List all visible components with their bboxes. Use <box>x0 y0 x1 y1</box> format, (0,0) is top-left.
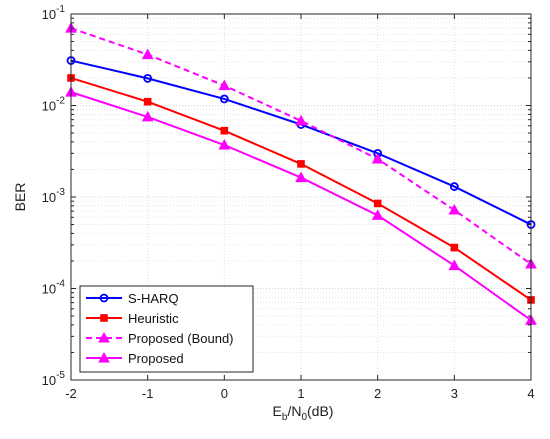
data-point-marker <box>218 138 231 150</box>
series-s-harq <box>66 56 536 229</box>
data-point-marker <box>141 110 154 122</box>
y-tick-label: 10-3 <box>42 187 66 205</box>
data-point-marker <box>448 259 461 271</box>
data-point-marker <box>297 160 305 168</box>
legend-label: Proposed <box>128 351 184 366</box>
axis-ticks: -2 -1 0 1 2 3 410-510-410-310-210-1 <box>42 4 535 401</box>
y-tick-base: 10 <box>42 190 56 205</box>
x-axis-title-sub1: b <box>282 412 288 423</box>
y-tick-label: 10-2 <box>42 96 66 114</box>
legend-swatch-marker <box>99 293 109 303</box>
data-point-marker <box>143 97 152 106</box>
y-tick-exponent: -3 <box>56 187 65 198</box>
data-point-marker <box>220 126 229 135</box>
x-tick-label: 4 <box>527 386 534 401</box>
legend-entry: S-HARQ <box>86 291 179 306</box>
legend-entry: Proposed (Bound) <box>86 331 234 346</box>
x-tick-label: 2 <box>374 386 381 401</box>
data-point-marker <box>371 209 384 220</box>
x-tick-label: 3 <box>451 386 458 401</box>
legend-entry: Proposed <box>86 351 184 366</box>
legend-entry: Heuristic <box>86 311 179 326</box>
x-tick-label: -1 <box>142 386 154 401</box>
legend: S-HARQ Heuristic Proposed (Bound) Proposed <box>79 285 254 373</box>
y-tick-base: 10 <box>42 99 56 114</box>
y-axis-title: BER <box>12 183 28 212</box>
y-tick-label: 10-4 <box>42 279 66 297</box>
data-point-marker <box>371 153 384 164</box>
x-tick-label: -2 <box>65 386 77 401</box>
x-axis-title-mid: /N <box>287 403 301 419</box>
legend-swatch-marker <box>98 331 110 343</box>
data-point-marker <box>450 243 459 252</box>
legend-swatch-marker <box>98 351 110 363</box>
series-layer <box>65 22 537 325</box>
legend-swatch-marker <box>100 314 108 322</box>
legend-items: S-HARQ Heuristic Proposed (Bound) Proposed <box>86 291 234 366</box>
y-tick-exponent: -2 <box>56 96 65 107</box>
x-axis-title-tail: (dB) <box>307 403 333 419</box>
x-tick-label: 1 <box>297 386 304 401</box>
data-point-marker <box>295 114 307 126</box>
x-axis-title: Eb/N0(dB) <box>273 403 334 423</box>
y-tick-base: 10 <box>42 282 56 297</box>
y-tick-exponent: -4 <box>56 279 65 290</box>
data-point-marker <box>218 79 231 91</box>
data-point-marker <box>295 171 307 183</box>
data-point-marker <box>448 204 461 215</box>
y-tick-base: 10 <box>42 373 56 388</box>
series-proposed <box>65 86 537 325</box>
x-axis-title-sub2: 0 <box>301 412 307 423</box>
y-axis-label: BER <box>12 183 28 212</box>
y-tick-base: 10 <box>42 7 56 22</box>
y-tick-label: 10-1 <box>42 4 66 22</box>
x-axis-label: Eb/N0(dB) <box>273 403 334 423</box>
series-line <box>70 59 532 226</box>
x-tick-label: 0 <box>221 386 228 401</box>
legend-label: Heuristic <box>128 311 179 326</box>
data-point-marker <box>449 182 459 191</box>
y-tick-exponent: -1 <box>56 4 65 15</box>
data-point-marker <box>373 199 382 208</box>
legend-label: Proposed (Bound) <box>128 331 234 346</box>
legend-label: S-HARQ <box>128 291 179 306</box>
y-tick-exponent: -5 <box>56 370 65 381</box>
data-point-marker <box>141 48 154 60</box>
data-point-marker <box>143 73 153 83</box>
data-point-marker <box>219 94 229 104</box>
y-tick-label: 10-5 <box>42 370 66 388</box>
x-axis-title-main: E <box>273 403 282 419</box>
